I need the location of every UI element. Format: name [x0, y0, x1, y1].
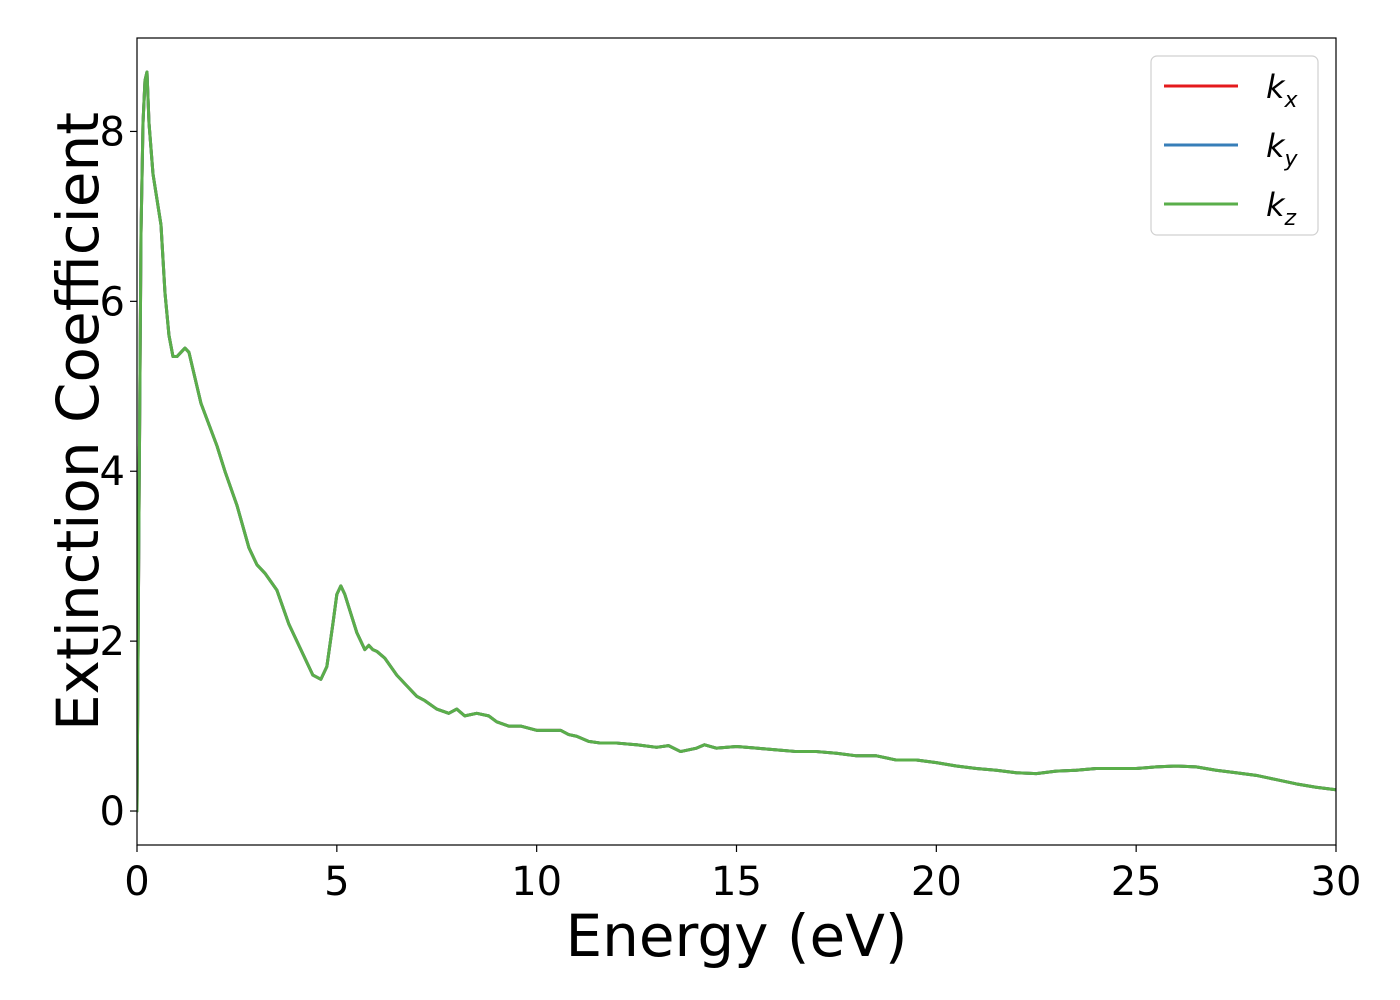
legend-label-ky: ky	[1266, 127, 1299, 172]
x-tick-label: 0	[124, 859, 149, 905]
y-tick-label: 8	[100, 109, 125, 155]
x-axis-label: Energy (eV)	[565, 902, 907, 970]
x-tick-label: 15	[711, 859, 762, 905]
y-axis-ticks: 0 2 4 6 8	[100, 109, 137, 835]
x-tick-label: 30	[1311, 859, 1362, 905]
x-tick-label: 10	[511, 859, 562, 905]
x-axis-ticks: 0 5 10 15 20 25 30	[124, 845, 1361, 905]
legend: kx ky kz	[1150, 55, 1319, 236]
series-layer	[137, 70, 1336, 813]
y-tick-label: 4	[100, 449, 125, 495]
x-tick-label: 5	[324, 859, 349, 905]
y-tick-label: 6	[100, 279, 125, 325]
x-tick-label: 25	[1111, 859, 1162, 905]
legend-label-kx: kx	[1266, 68, 1299, 113]
y-tick-label: 0	[100, 789, 125, 835]
series-line-kz	[137, 70, 1336, 813]
y-tick-label: 2	[100, 619, 125, 665]
x-tick-label: 20	[911, 859, 962, 905]
y-axis-label: Extinction Coefficient	[44, 112, 112, 731]
legend-label-kz: kz	[1266, 186, 1297, 231]
